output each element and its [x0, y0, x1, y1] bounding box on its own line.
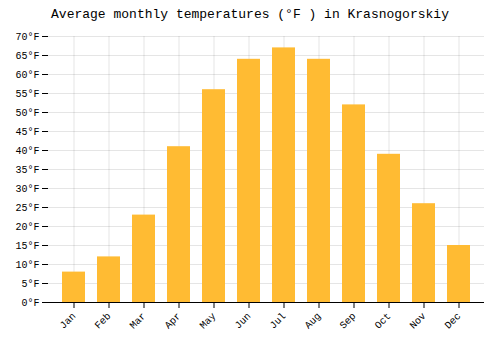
svg-text:35°F: 35°F: [15, 165, 39, 176]
svg-text:50°F: 50°F: [15, 108, 39, 119]
svg-text:25°F: 25°F: [15, 203, 39, 214]
svg-text:Nov: Nov: [408, 311, 429, 332]
svg-text:70°F: 70°F: [15, 32, 39, 43]
svg-text:May: May: [198, 311, 219, 332]
svg-text:Aug: Aug: [303, 311, 324, 332]
svg-text:5°F: 5°F: [21, 279, 39, 290]
svg-text:60°F: 60°F: [15, 70, 39, 81]
svg-text:Dec: Dec: [443, 311, 464, 332]
svg-text:45°F: 45°F: [15, 127, 39, 138]
svg-text:55°F: 55°F: [15, 89, 39, 100]
svg-text:20°F: 20°F: [15, 222, 39, 233]
svg-text:Jul: Jul: [268, 311, 289, 332]
svg-text:Jan: Jan: [58, 311, 79, 332]
svg-text:Jun: Jun: [233, 311, 254, 332]
svg-text:40°F: 40°F: [15, 146, 39, 157]
html-text:Average monthly temperatures (: Average monthly temperatures (°F ) in Kr…: [51, 7, 449, 22]
svg-text:30°F: 30°F: [15, 184, 39, 195]
svg-text:Oct: Oct: [373, 311, 394, 332]
svg-text:Apr: Apr: [163, 311, 184, 332]
svg-text:Feb: Feb: [93, 311, 114, 332]
svg-text:Mar: Mar: [128, 311, 149, 332]
svg-text:Sep: Sep: [338, 311, 359, 332]
svg-text:0°F: 0°F: [21, 298, 39, 309]
svg-text:15°F: 15°F: [15, 241, 39, 252]
svg-text:10°F: 10°F: [15, 260, 39, 271]
svg-text:65°F: 65°F: [15, 51, 39, 62]
